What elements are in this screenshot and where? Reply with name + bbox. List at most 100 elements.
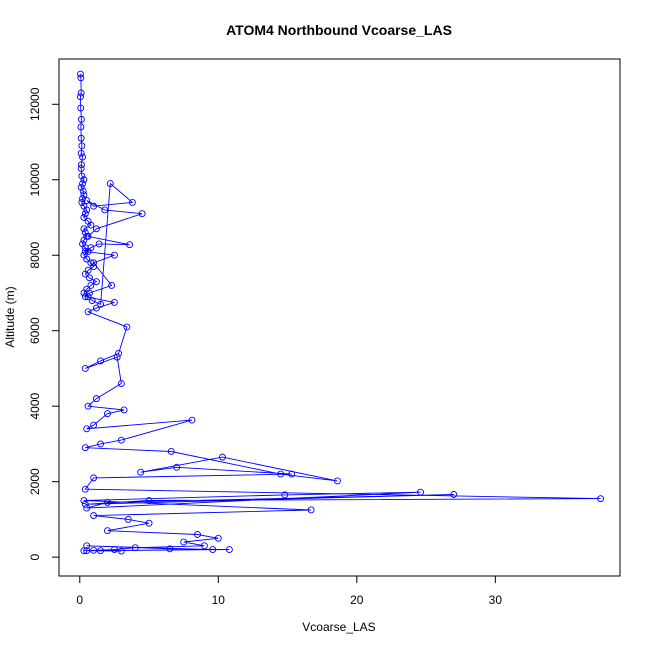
y-tick-label: 10000 — [28, 163, 42, 197]
data-point — [209, 546, 217, 554]
data-point — [288, 470, 296, 478]
data-point — [81, 210, 89, 218]
data-point — [80, 191, 88, 199]
data-point — [277, 470, 285, 478]
data-point — [77, 115, 85, 123]
data-point — [86, 274, 93, 282]
x-axis: 0 10 20 30 — [76, 575, 503, 607]
data-point — [77, 93, 84, 101]
x-tick-label: 0 — [76, 593, 83, 607]
data-point — [145, 519, 153, 527]
data-point — [83, 547, 91, 555]
data-point — [80, 497, 88, 504]
data-point — [92, 278, 100, 286]
data-point — [180, 538, 188, 546]
data-point — [86, 289, 93, 297]
data-point — [77, 134, 85, 142]
data-point — [104, 498, 111, 506]
data-point — [138, 210, 146, 218]
y-tick-label: 0 — [28, 553, 42, 560]
data-point — [597, 495, 605, 503]
data-point — [281, 491, 289, 499]
data-point — [88, 297, 96, 304]
data-point — [81, 364, 89, 372]
data-point — [110, 298, 118, 306]
data-point — [219, 453, 226, 461]
data-point — [78, 142, 86, 150]
data-point — [104, 410, 111, 418]
data-point — [128, 198, 136, 206]
x-tick-label: 30 — [489, 593, 503, 607]
data-point — [80, 214, 88, 221]
data-point — [90, 546, 98, 554]
data-point — [80, 225, 88, 233]
data-point — [81, 485, 89, 493]
chart-title: ATOM4 Northbound Vcoarse_LAS — [226, 22, 452, 38]
data-point — [81, 444, 89, 452]
data-point — [90, 263, 98, 271]
data-point — [110, 546, 118, 554]
data-point — [77, 104, 85, 112]
data-point — [79, 187, 87, 195]
data-point — [92, 395, 100, 403]
y-tick-label: 2000 — [28, 468, 42, 495]
data-point — [83, 197, 91, 204]
data-point — [200, 542, 208, 550]
data-point — [83, 504, 91, 512]
data-point — [225, 546, 233, 554]
data-point — [90, 202, 98, 210]
data-point — [80, 547, 88, 555]
data-point — [115, 349, 123, 357]
data-point — [83, 206, 91, 214]
data-point — [120, 406, 128, 414]
data-point — [123, 323, 131, 331]
data-point — [77, 183, 85, 191]
data-point — [117, 547, 125, 555]
data-point — [97, 440, 105, 448]
data-point — [87, 244, 95, 252]
data-point — [126, 241, 134, 249]
data-point — [104, 527, 111, 535]
data-point — [80, 176, 88, 184]
data-point — [78, 198, 86, 206]
data-point — [95, 240, 103, 248]
x-tick-label: 10 — [212, 593, 226, 607]
data-point — [137, 468, 145, 476]
data-point — [97, 357, 105, 365]
data-point — [81, 500, 89, 508]
data-point — [87, 221, 95, 229]
data-point — [87, 281, 95, 289]
x-tick-label: 20 — [350, 593, 364, 607]
data-point — [77, 74, 85, 82]
data-point — [84, 402, 92, 410]
data-point — [90, 474, 98, 482]
data-point — [81, 270, 89, 278]
data-point — [117, 436, 125, 444]
data-point — [417, 488, 424, 496]
data-point — [194, 531, 201, 538]
data-point — [106, 180, 114, 187]
data-point — [145, 497, 153, 504]
x-axis-label: Vcoarse_LAS — [302, 620, 375, 634]
data-point — [90, 421, 98, 429]
data-point — [333, 477, 341, 485]
data-point — [166, 545, 174, 553]
y-axis: 0 2000 4000 6000 8000 10000 12000 — [28, 87, 60, 560]
data-point — [214, 534, 222, 542]
data-point — [77, 89, 85, 97]
data-point — [101, 206, 109, 214]
data-point — [97, 300, 105, 308]
data-point — [167, 448, 175, 455]
data-point — [80, 236, 88, 244]
data-point — [81, 293, 89, 301]
data-point — [97, 547, 105, 555]
data-point — [77, 164, 85, 172]
data-point — [78, 172, 86, 180]
data-point — [117, 380, 125, 387]
data-point — [84, 232, 92, 240]
data-point — [113, 353, 121, 361]
data-point — [77, 70, 84, 78]
y-tick-label: 8000 — [28, 242, 42, 269]
data-point — [80, 289, 88, 297]
